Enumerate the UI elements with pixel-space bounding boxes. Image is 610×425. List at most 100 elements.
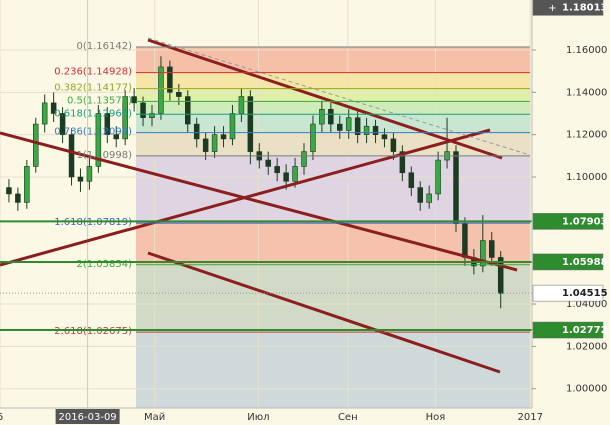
last-price-label: 1.04515 xyxy=(562,288,608,299)
price-line-label: 1.07903 xyxy=(562,216,608,227)
candle-body xyxy=(417,187,423,203)
candle-body xyxy=(176,92,182,97)
candle-body xyxy=(113,134,119,140)
candle-body xyxy=(345,117,352,131)
x-tick-label: Июл xyxy=(247,412,269,423)
x-tick-label: Май xyxy=(144,412,165,423)
fib-zone xyxy=(136,264,530,333)
candle-body xyxy=(453,151,459,224)
x-tick-label: 6 xyxy=(0,412,3,423)
candle-body xyxy=(149,113,155,119)
y-tick-label: 1.02000 xyxy=(566,341,607,352)
price-line-box xyxy=(532,253,604,271)
y-tick-label: 1.16000 xyxy=(566,45,607,56)
candle-body xyxy=(167,66,173,93)
trend-line xyxy=(0,128,491,267)
candle-body xyxy=(229,113,236,140)
fib-label: 0.786(1.12099) xyxy=(54,127,132,138)
candle-body xyxy=(6,187,12,195)
candle-body xyxy=(33,123,39,167)
candle-body xyxy=(247,96,254,152)
fib-zone xyxy=(136,88,530,102)
fib-label: 1.618(1.07819) xyxy=(54,217,132,228)
fib-label: 1(1.10998) xyxy=(76,150,132,161)
candle-body xyxy=(497,257,504,294)
y-tick-label: 1.10000 xyxy=(566,172,607,183)
trend-line xyxy=(0,131,518,272)
candle-body xyxy=(426,193,432,203)
price-line-label: 1.02772 xyxy=(562,325,608,336)
candle-body xyxy=(122,96,128,140)
dashed-line xyxy=(147,37,531,156)
candle-body xyxy=(337,123,343,131)
cursor-button[interactable]: + xyxy=(548,3,556,14)
candle-body xyxy=(328,108,334,125)
fib-label: 2.618(1.02675) xyxy=(54,326,132,337)
y-tick-label: 1.14000 xyxy=(566,87,607,98)
candle-body xyxy=(131,96,137,104)
fib-label: 0.382(1.14177) xyxy=(54,83,132,94)
candle-body xyxy=(24,166,30,203)
candle-body xyxy=(399,151,406,174)
fib-label: 2(1.05854) xyxy=(76,259,132,270)
trend-line xyxy=(147,38,503,160)
price-line-label: 1.05988 xyxy=(562,257,608,268)
candle-body xyxy=(238,96,245,114)
candle-body xyxy=(274,166,280,174)
candle-body xyxy=(86,166,93,182)
candle-body xyxy=(354,117,361,135)
candle-body xyxy=(408,172,415,188)
y-tick-label: 1.12000 xyxy=(566,130,607,141)
candle-body xyxy=(292,166,298,182)
x-tick-label: Сен xyxy=(338,412,358,423)
y-tick-label: 1.00000 xyxy=(566,384,607,395)
candle-body xyxy=(381,134,388,140)
candle-body xyxy=(480,240,486,267)
candle-body xyxy=(211,134,218,152)
candle-body xyxy=(462,223,468,258)
crosshair-box xyxy=(55,409,120,424)
fib-zone xyxy=(136,101,530,115)
candle-body xyxy=(283,172,289,182)
candle-body xyxy=(185,96,191,125)
candle-body xyxy=(202,138,209,152)
candle-body xyxy=(220,134,227,140)
x-tick-label: 2017 xyxy=(517,412,542,423)
candle-body xyxy=(265,159,271,167)
cursor-button-box[interactable] xyxy=(546,1,559,14)
candle-body xyxy=(59,113,66,135)
price-line-box xyxy=(532,213,604,230)
candle-body xyxy=(68,134,75,178)
candle-body xyxy=(140,102,146,119)
candle-body xyxy=(390,138,397,152)
candle-body xyxy=(193,123,200,140)
crosshair-label: 2016-03-09 xyxy=(59,412,117,423)
fib-zone xyxy=(136,46,530,73)
fib-label: 0(1.16142) xyxy=(76,41,132,52)
candle-body xyxy=(41,102,48,125)
drawings xyxy=(0,37,531,374)
price-line-box xyxy=(532,321,604,339)
fib-zone xyxy=(136,155,530,224)
candle-body xyxy=(301,151,307,167)
x-tick-label: Ноя xyxy=(426,412,446,423)
trend-line xyxy=(147,251,501,374)
candle-body xyxy=(95,113,102,167)
candle-body xyxy=(363,125,370,135)
candle-body xyxy=(489,240,495,258)
fib-zone xyxy=(136,72,530,89)
candle-body xyxy=(319,108,325,125)
candle-body xyxy=(158,66,164,114)
fib-label: 0.618(1.12963) xyxy=(54,108,132,119)
candle-body xyxy=(77,176,84,182)
candle-body xyxy=(372,125,379,135)
candle-body xyxy=(50,102,57,114)
last-price-box xyxy=(532,284,604,302)
candle-body xyxy=(15,193,21,203)
fib-label: 0.5(1.13570) xyxy=(67,95,132,106)
candle-body xyxy=(104,113,111,135)
cursor-price-label: 1.18013 xyxy=(562,2,608,13)
candle-body xyxy=(310,123,316,152)
fib-label: 0.236(1.14928) xyxy=(54,67,132,78)
